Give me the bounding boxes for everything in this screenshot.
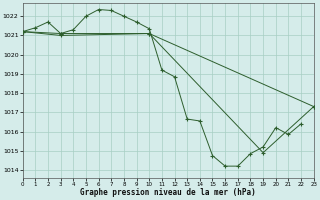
X-axis label: Graphe pression niveau de la mer (hPa): Graphe pression niveau de la mer (hPa) (80, 188, 256, 197)
